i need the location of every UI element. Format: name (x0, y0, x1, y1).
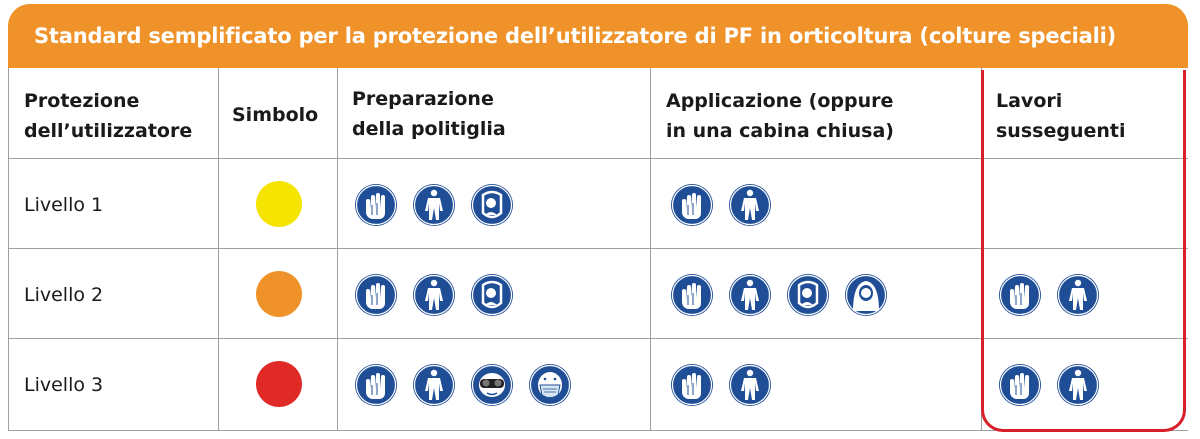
header-simbolo: Simbolo (232, 104, 319, 126)
gloves-icon (999, 364, 1041, 406)
gloves-icon (671, 184, 713, 226)
header-line: susseguenti (996, 120, 1126, 142)
coverall-icon (729, 184, 771, 226)
coverall-icon (413, 364, 455, 406)
row-label: Livello 2 (24, 284, 104, 306)
face-shield-icon (471, 184, 513, 226)
header-line: della politiglia (352, 118, 506, 140)
gloves-icon (355, 364, 397, 406)
applicazione-icons (670, 363, 772, 407)
header-preparazione: Preparazione della politiglia (352, 84, 506, 144)
coverall-icon (1057, 364, 1099, 406)
respirator-icon (529, 364, 571, 406)
hood-icon (845, 274, 887, 316)
table-title: Standard semplificato per la protezione … (34, 24, 1116, 48)
coverall-icon (413, 184, 455, 226)
header-line: Preparazione (352, 88, 494, 110)
coverall-icon (729, 274, 771, 316)
coverall-icon (413, 274, 455, 316)
header-line: Applicazione (oppure (666, 90, 894, 112)
header-line: in una cabina chiusa) (666, 120, 894, 142)
divider (8, 430, 1188, 431)
divider (650, 68, 651, 431)
level-color-dot (256, 181, 302, 227)
coverall-icon (729, 364, 771, 406)
row-label: Livello 3 (24, 374, 104, 396)
coverall-icon (1057, 274, 1099, 316)
divider (337, 68, 338, 431)
face-shield-icon (787, 274, 829, 316)
gloves-icon (999, 274, 1041, 316)
preparazione-icons (354, 183, 514, 227)
gloves-icon (355, 184, 397, 226)
gloves-icon (671, 274, 713, 316)
gloves-icon (355, 274, 397, 316)
row-label: Livello 1 (24, 194, 104, 216)
goggles-icon (471, 364, 513, 406)
divider (8, 338, 1188, 339)
title-banner: Standard semplificato per la protezione … (8, 4, 1188, 68)
divider (8, 248, 1188, 249)
applicazione-icons (670, 273, 888, 317)
face-shield-icon (471, 274, 513, 316)
header-lavori: Lavori susseguenti (996, 86, 1125, 146)
preparazione-icons (354, 363, 572, 407)
lavori-icons (998, 363, 1100, 407)
gloves-icon (671, 364, 713, 406)
divider (8, 158, 1188, 159)
preparazione-icons (354, 273, 514, 317)
divider (8, 68, 9, 431)
header-line: Lavori (996, 90, 1063, 112)
level-color-dot (256, 271, 302, 317)
applicazione-icons (670, 183, 772, 227)
divider (218, 68, 219, 431)
level-color-dot (256, 361, 302, 407)
lavori-highlight-frame (981, 70, 1186, 432)
header-applicazione: Applicazione (oppure in una cabina chius… (666, 86, 894, 146)
lavori-icons (998, 273, 1100, 317)
header-line: dell’utilizzatore (24, 120, 193, 142)
header-protezione: Protezione dell’utilizzatore (24, 86, 192, 146)
header-line: Protezione (24, 90, 140, 112)
